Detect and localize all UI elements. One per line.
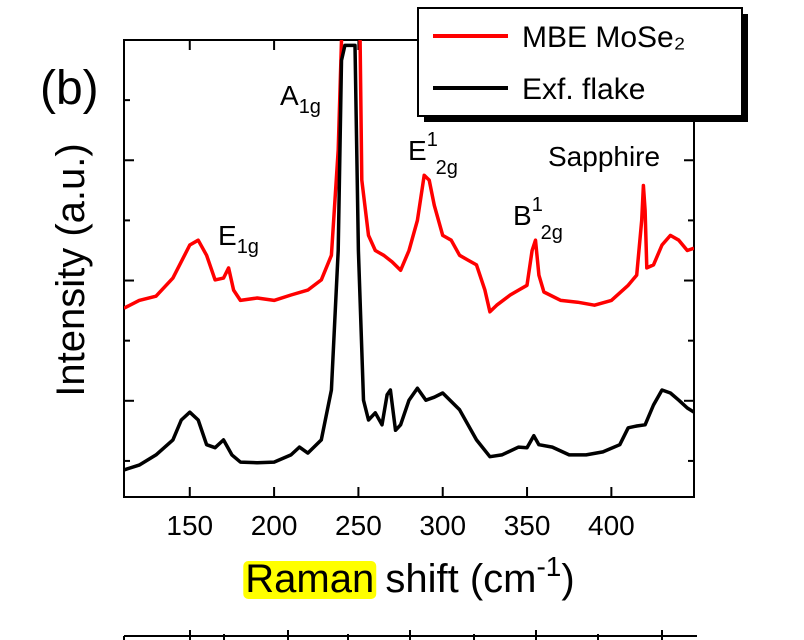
x-tick-label: 250 — [335, 510, 382, 541]
legend-label: Exf. flake — [522, 73, 645, 106]
annotation-base: B — [513, 200, 532, 231]
x-tick-label: 200 — [251, 510, 298, 541]
x-label-sup: -1 — [536, 551, 561, 582]
y-axis-label: Intensity (a.u.) — [49, 143, 93, 396]
annotation-sup: 1 — [427, 129, 438, 151]
annotation-sub: 2g — [436, 157, 458, 179]
annotation-base: E — [218, 220, 237, 251]
annotation-sub: 1g — [237, 236, 259, 258]
annotation: A1g — [280, 80, 321, 118]
legend-label: MBE MoSe₂ — [522, 21, 685, 54]
plot-frame — [123, 39, 695, 498]
x-tick-label: 400 — [588, 510, 635, 541]
legend-box — [417, 7, 743, 117]
x-tick-label: 150 — [166, 510, 213, 541]
x-label-highlight — [243, 561, 377, 599]
lower-panel-axis — [123, 630, 697, 640]
annotation-sup: 1 — [532, 194, 543, 216]
annotation: E1g — [218, 220, 259, 258]
annotation-base: Sapphire — [548, 141, 660, 172]
panel-label: (b) — [40, 62, 99, 115]
annotation-base: E — [408, 135, 427, 166]
x-label-highlight-word: Raman — [245, 557, 374, 601]
x-label-text: ) — [561, 557, 574, 601]
series-line — [124, 40, 694, 314]
x-axis-label: Raman shift (cm-1) — [245, 551, 574, 601]
annotation-base: A — [280, 80, 299, 111]
annotation: Sapphire — [548, 141, 660, 172]
annotation: B1 2g — [513, 194, 563, 244]
annotation-sub: 1g — [299, 96, 321, 118]
x-tick-label: 350 — [504, 510, 551, 541]
series-line — [124, 43, 694, 472]
annotation-sub: 2g — [541, 222, 563, 244]
x-tick-label: 300 — [419, 510, 466, 541]
x-label-text: shift (cm — [374, 557, 536, 601]
annotation: E1 2g — [408, 129, 458, 179]
